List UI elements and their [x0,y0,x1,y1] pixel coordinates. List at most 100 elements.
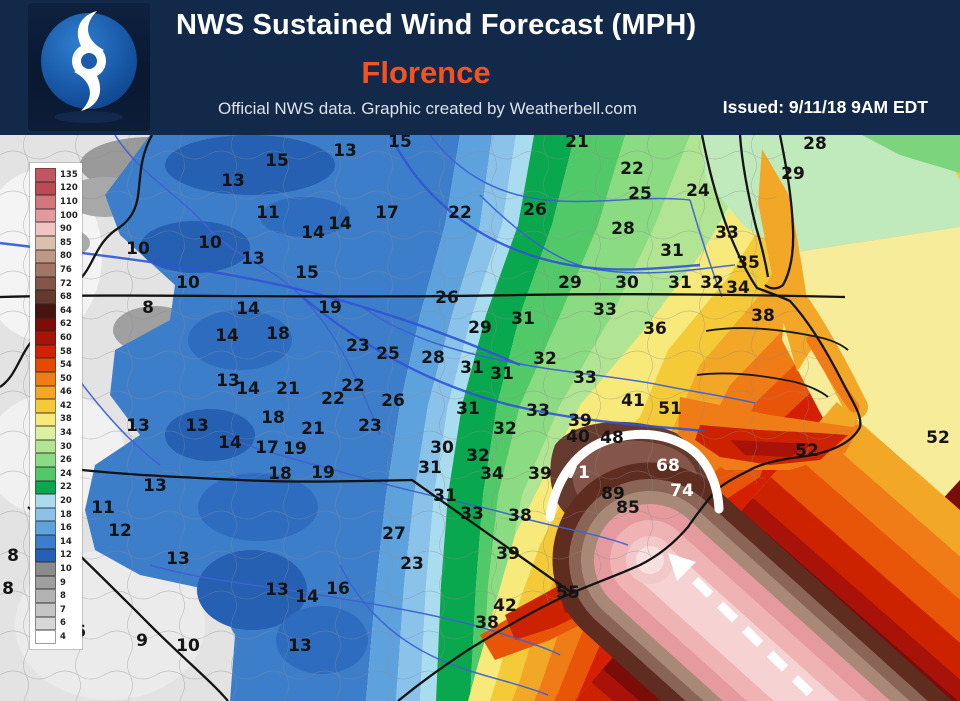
wind-value-label: 39 [496,544,520,564]
wind-value-label: 26 [523,200,547,220]
legend-swatch [35,249,56,264]
wind-value-label: 22 [620,159,644,179]
legend-row: 26 [35,453,78,468]
legend-swatch [35,385,56,400]
legend-swatch [35,195,56,209]
wind-value-label: 71 [566,463,590,483]
wind-value-label: 14 [236,379,260,399]
legend-row: 38 [35,412,78,427]
wind-value-label: 25 [376,344,400,364]
wind-value-label: 9 [136,631,148,651]
legend-value: 80 [60,251,72,262]
wind-value-label: 8 [142,298,154,318]
wind-map: 15 13 15 21 22 25 28 29 24 13 11 10 10 17 22 26 28 31 14 14… [0,132,960,701]
legend-swatch [35,181,56,196]
wind-value-label: 33 [715,223,739,243]
legend-row: 90 [35,222,78,236]
legend-swatch [35,168,56,182]
wind-value-label: 38 [508,506,532,526]
legend-swatch [35,331,56,345]
wind-value-label: 55 [556,583,580,603]
legend-row: 80 [35,249,78,264]
legend-swatch [35,548,56,563]
legend-swatch [35,276,56,291]
wind-value-label: 27 [382,524,406,544]
legend-swatch [35,589,56,603]
wind-value-label: 30 [430,438,454,458]
storm-motion-arrow [668,553,814,697]
wind-value-label: 13 [221,171,245,191]
legend-swatch [35,317,56,332]
legend-value: 110 [60,196,78,207]
wind-value-label: 35 [736,253,760,273]
legend-value: 42 [60,400,72,411]
legend-row: 34 [35,426,78,440]
legend-swatch [35,507,56,522]
wind-value-label: 19 [318,298,342,318]
wind-value-label: 42 [493,596,517,616]
legend-value: 120 [60,183,78,194]
wind-value-label: 23 [400,554,424,574]
legend-swatch [35,303,56,318]
legend-swatch [35,616,56,631]
legend-value: 14 [60,536,72,547]
legend-value: 7 [60,604,66,615]
wind-value-label: 38 [475,613,499,633]
legend-row: 16 [35,521,78,536]
wind-value-label: 32 [533,349,557,369]
wind-value-label: 19 [283,439,307,459]
legend-row: 58 [35,344,78,359]
legend-value: 135 [60,169,78,180]
wind-value-label: 21 [276,379,300,399]
wind-value-label: 18 [268,464,292,484]
wind-value-label: 33 [460,504,484,524]
legend-swatch [35,535,56,549]
map-title: NWS Sustained Wind Forecast (MPH) [176,9,697,41]
legend-value: 34 [60,428,72,439]
wind-value-label: 38 [751,306,775,326]
wind-value-label: 8 [7,546,19,566]
wind-value-label: 31 [456,399,480,419]
wind-value-label: 13 [333,141,357,161]
legend-value: 16 [60,523,72,534]
wind-value-label: 33 [526,401,550,421]
wind-value-label: 41 [621,391,645,411]
legend-row: 10 [35,562,78,576]
legend-swatch [35,467,56,481]
sounds-shorelines [696,327,849,398]
legend-swatch [35,521,56,536]
wind-value-label: 8 [2,579,14,599]
wind-value-label: 40 [566,427,590,447]
wind-value-label: 31 [490,364,514,384]
wind-value-label: 13 [126,416,150,436]
wind-value-label: 14 [295,587,319,607]
legend-row: 24 [35,467,78,481]
wind-value-label: 22 [321,389,345,409]
wind-value-label: 22 [448,203,472,223]
wind-value-label: 12 [108,521,132,541]
wind-value-label: 14 [215,326,239,346]
wind-value-label: 13 [143,476,167,496]
wind-value-label: 25 [628,184,652,204]
wind-value-label: 23 [358,416,382,436]
legend-row: 18 [35,507,78,522]
legend-swatch [35,603,56,617]
wind-value-label: 15 [295,263,319,283]
legend-swatch [35,494,56,508]
legend-row: 6 [35,616,78,631]
wind-value-label: 85 [616,498,640,518]
legend-swatch [35,290,56,304]
wind-value-label: 31 [460,358,484,378]
wind-value-label: 10 [126,239,150,259]
wind-value-label: 52 [926,428,950,448]
legend-swatch [35,371,56,386]
wind-value-label: 29 [781,164,805,184]
legend-value: 4 [60,631,66,642]
wind-value-label: 28 [611,219,635,239]
legend-swatch [35,358,56,372]
legend-value: 58 [60,346,72,357]
legend-row: 22 [35,480,78,495]
wind-value-label: 48 [600,428,624,448]
